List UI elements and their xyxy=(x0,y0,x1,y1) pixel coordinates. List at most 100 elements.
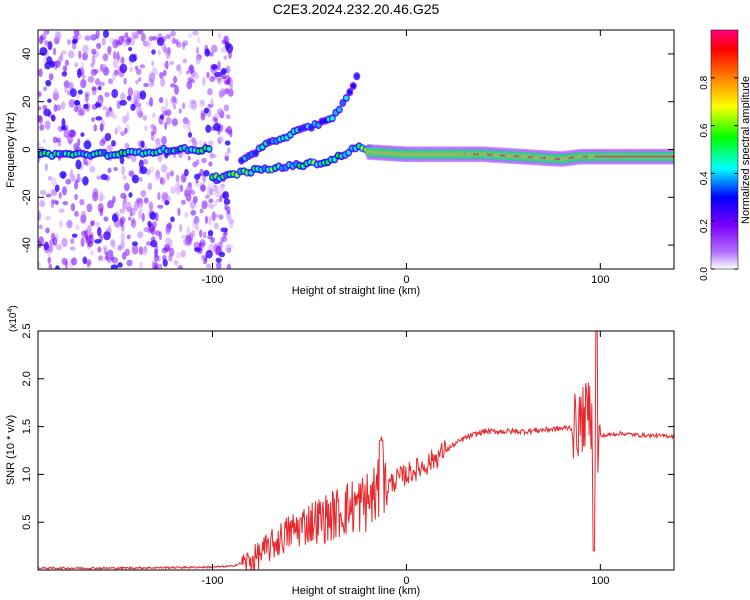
spectrogram-noise-blob xyxy=(90,34,97,41)
spectrogram-noise-blob xyxy=(138,246,144,255)
spectrogram-noise-blob xyxy=(95,101,100,109)
spectrogram-noise-blob xyxy=(38,91,42,97)
spectrogram-noise-blob xyxy=(151,131,155,142)
spectrogram-noise-blob xyxy=(180,173,187,183)
spectrogram-y-tick-label: -40 xyxy=(21,237,33,253)
spectrogram-noise-blob xyxy=(61,237,68,248)
spectrogram-noise-blob xyxy=(220,227,228,233)
spectrogram-noise-blob xyxy=(97,246,102,253)
spectrogram-noise-blob xyxy=(38,142,41,147)
spectrogram-noise-blob xyxy=(178,67,182,76)
spectrogram-noise-blob xyxy=(189,79,196,84)
spectrogram-noise-blob xyxy=(38,68,43,77)
spectrogram-noise-blob xyxy=(161,195,166,203)
spectrogram-noise-blob xyxy=(81,74,86,79)
spectrogram-noise-blob xyxy=(131,244,139,255)
spectrogram-noise-blob xyxy=(69,88,77,98)
spectrogram-noise-blob xyxy=(126,36,132,43)
spectrogram-noise-blob xyxy=(182,42,186,50)
spectrogram-noise-blob xyxy=(160,77,166,88)
spectrogram-noise-blob xyxy=(40,189,47,196)
spectrogram-noise-blob xyxy=(194,247,202,253)
spectrogram-noise-blob xyxy=(112,59,118,68)
spectrogram-noise-blob xyxy=(120,232,126,242)
spectrogram-noise-blob xyxy=(189,99,196,105)
spectrogram-noise-blob xyxy=(50,189,58,196)
spectrogram-noise-blob xyxy=(45,79,52,87)
spectrogram-noise-blob xyxy=(98,255,104,262)
spectrogram-noise-blob xyxy=(227,147,231,154)
spectrogram-noise-blob xyxy=(55,104,62,111)
snr-y-ticks: 0.5 1.0 1.5 2.0 2.5 xyxy=(21,323,674,530)
spectrogram-noise-blob xyxy=(218,251,226,258)
spectrogram-noise-blob xyxy=(78,177,83,182)
spectrogram-noise-blob xyxy=(73,181,79,190)
spectrogram-noise-blob xyxy=(168,253,173,262)
spectrogram-noise-blob xyxy=(210,98,214,108)
spectrogram-noise-blob xyxy=(199,100,206,107)
spectrogram-noise-blob xyxy=(165,116,172,125)
spectrogram-noise-blob xyxy=(164,61,169,69)
spectrogram-noise-blob xyxy=(124,142,130,149)
colorbar-tick-label: 0.2 xyxy=(699,219,710,233)
spectrogram-noise-blob xyxy=(52,136,58,144)
spectrogram-noise-blob xyxy=(61,118,66,128)
spectrogram-noise-blob xyxy=(45,193,52,198)
spectrogram-noise-blob xyxy=(187,32,192,39)
spectrogram-noise-blob xyxy=(71,233,78,238)
snr-y-scale: (x104) xyxy=(7,305,19,332)
spectrogram-noise-blob xyxy=(42,138,46,144)
spectrogram-noise-blob xyxy=(135,68,142,75)
spectrogram-noise-blob xyxy=(173,260,179,266)
snr-y-tick-label: 1.5 xyxy=(21,419,33,434)
spectrogram-noise-blob xyxy=(100,173,108,181)
spectrogram-noise-blob xyxy=(66,219,73,229)
spectrogram-noise-blob xyxy=(99,139,106,147)
spectrogram-noise-blob xyxy=(44,120,51,130)
spectrogram-noise-blob xyxy=(45,215,51,221)
spectrogram-noise-blob xyxy=(195,159,200,165)
spectrogram-noise-blob xyxy=(137,231,144,239)
spectrogram-noise-blob xyxy=(206,186,210,197)
spectrogram-noise-blob xyxy=(100,64,106,71)
spectrogram-noise-blob xyxy=(220,47,227,53)
spectrogram-noise-blob xyxy=(165,33,171,40)
spectrogram-noise-blob xyxy=(118,35,124,46)
spectrogram-noise-blob xyxy=(192,140,198,147)
spectrogram-noise-blob xyxy=(151,112,156,118)
spectrogram-noise-blob xyxy=(60,126,66,131)
snr-y-label: SNR (10 * v/v) xyxy=(5,415,17,485)
spectrogram-noise-blob xyxy=(126,95,132,101)
spectrogram-noise-blob xyxy=(180,249,186,258)
snr-y-tick-label: 0.5 xyxy=(21,515,33,530)
spectrogram-noise-blob xyxy=(108,78,114,85)
spectrogram-noise-blob xyxy=(181,234,186,239)
spectrogram-noise-blob xyxy=(126,111,130,122)
spectrogram-noise-blob xyxy=(116,51,120,61)
spectrogram-noise-blob xyxy=(101,37,106,46)
spectrogram-noise-blob xyxy=(226,65,231,74)
snr-plot-area xyxy=(38,331,674,570)
spectrogram-noise-blob xyxy=(212,184,218,193)
spectrogram-noise-blob xyxy=(93,124,98,132)
spectrogram-noise-blob xyxy=(222,190,230,200)
spectrogram-noise-blob xyxy=(190,209,196,216)
spectrogram-noise-blob xyxy=(38,236,44,245)
spectrogram-noise-blob xyxy=(199,229,203,238)
spectrogram-noise-blob xyxy=(143,227,150,233)
spectrogram-noise-blob xyxy=(47,256,52,264)
spectrogram-noise-blob xyxy=(43,108,51,117)
spectrogram-noise-blob xyxy=(74,224,80,231)
spectrogram-noise-blob xyxy=(178,265,182,269)
spectrogram-noise-blob xyxy=(153,265,158,269)
spectrogram-noise-blob xyxy=(123,77,127,85)
spectrogram-noise-blob xyxy=(214,222,219,230)
spectrogram-noise-blob xyxy=(139,176,143,182)
spectrogram-noise-blob xyxy=(61,71,68,77)
spectrogram-noise-blob xyxy=(215,257,222,263)
spectrogram-noise-blob xyxy=(53,47,57,56)
spectrogram-x-ticks: -100 0 100 xyxy=(201,30,609,286)
spectrogram-noise-blob xyxy=(160,164,168,173)
spectrogram-noise-blob xyxy=(182,124,189,129)
snr-y-tick-label: 2.0 xyxy=(21,371,33,386)
